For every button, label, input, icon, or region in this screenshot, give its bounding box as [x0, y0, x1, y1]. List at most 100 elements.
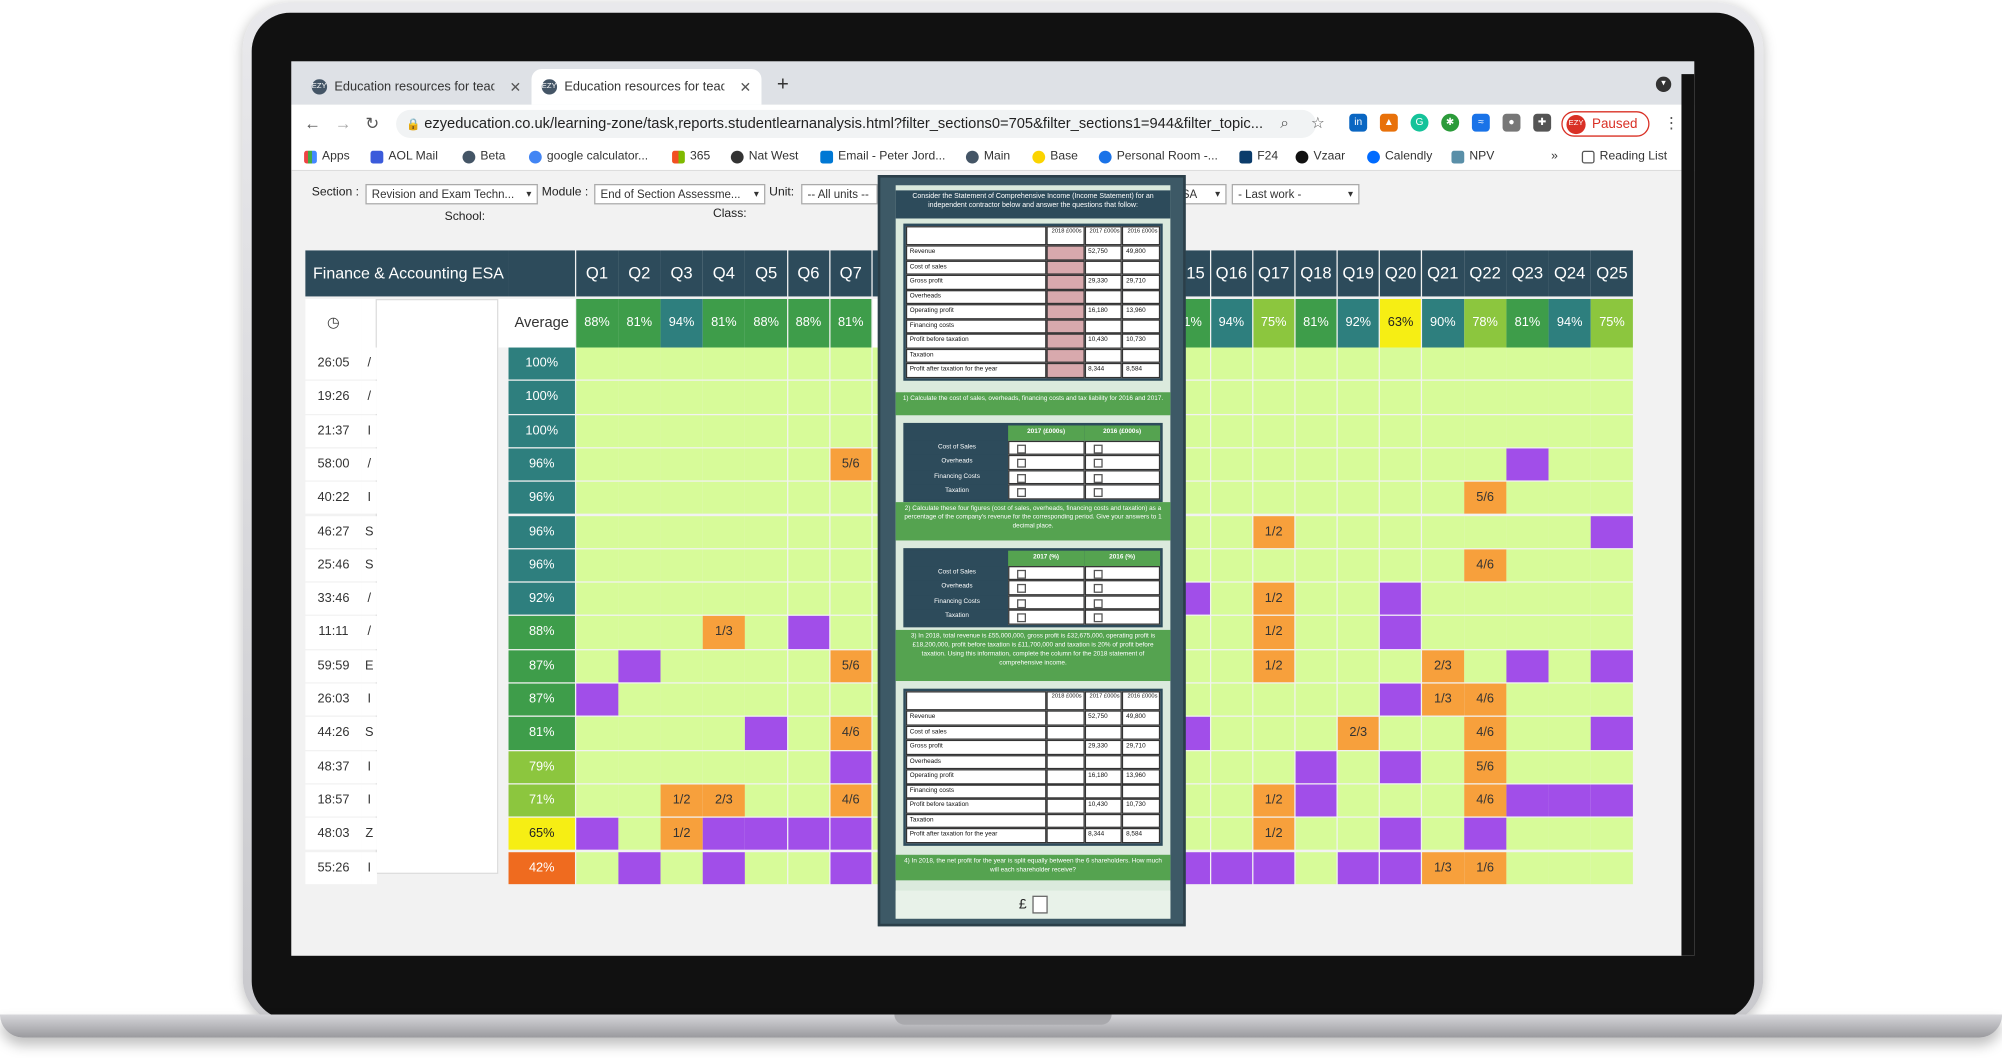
- answer-cell-partial[interactable]: 1/2: [1252, 582, 1295, 616]
- answer-cell-correct[interactable]: [1422, 582, 1464, 616]
- answer-cell-correct[interactable]: [576, 616, 618, 649]
- answer-cell-correct[interactable]: [576, 515, 618, 548]
- bookmark-natwest[interactable]: Nat West: [730, 149, 798, 164]
- answer-cell-correct[interactable]: [1210, 481, 1253, 515]
- answer-cell-correct[interactable]: [787, 414, 830, 448]
- bookmark-npv[interactable]: NPV: [1451, 149, 1494, 164]
- answer-cell-correct[interactable]: [660, 347, 703, 380]
- answer-cell-correct[interactable]: [1548, 549, 1591, 582]
- answer-cell-correct[interactable]: [1591, 347, 1633, 380]
- grammarly-icon[interactable]: G: [1410, 113, 1429, 132]
- answer-cell-correct[interactable]: [745, 616, 787, 649]
- answer-cell-partial[interactable]: 4/6: [829, 784, 872, 817]
- bookmark-aol[interactable]: AOL Mail: [370, 149, 438, 164]
- answer-cell-wrong[interactable]: [745, 717, 787, 750]
- answer-cell-correct[interactable]: [1548, 717, 1591, 750]
- answer-cell-wrong[interactable]: [576, 817, 618, 851]
- answer-cell-correct[interactable]: [1548, 448, 1591, 481]
- answer-cell-correct[interactable]: [576, 582, 618, 616]
- answer-cell-correct[interactable]: [1210, 717, 1253, 750]
- answer-input[interactable]: [1008, 440, 1085, 455]
- linkedin-icon[interactable]: in: [1349, 113, 1368, 132]
- answer-cell-correct[interactable]: [1464, 347, 1506, 380]
- answer-cell-correct[interactable]: [1210, 549, 1253, 582]
- answer-cell-wrong[interactable]: [703, 817, 745, 851]
- answer-cell-correct[interactable]: [1506, 481, 1549, 515]
- answer-cell-wrong[interactable]: [1591, 515, 1633, 548]
- reading-list[interactable]: Reading List: [1581, 149, 1667, 164]
- answer-cell-correct[interactable]: [1252, 414, 1295, 448]
- back-arrow-icon[interactable]: ←: [304, 113, 321, 133]
- answer-input[interactable]: [1084, 609, 1161, 625]
- answer-cell-wrong[interactable]: [1591, 649, 1633, 683]
- answer-cell-correct[interactable]: [1337, 817, 1380, 851]
- answer-cell-correct[interactable]: [1506, 515, 1549, 548]
- answer-cell-correct[interactable]: [618, 582, 661, 616]
- answer-cell-correct[interactable]: [1548, 515, 1591, 548]
- answer-cell-partial[interactable]: 5/6: [829, 448, 872, 481]
- answer-cell-2018[interactable]: [1046, 245, 1085, 261]
- answer-cell-partial[interactable]: 5/6: [829, 649, 872, 683]
- answer-cell-correct[interactable]: [829, 582, 872, 616]
- answer-cell-correct[interactable]: [1548, 649, 1591, 683]
- answer-cell-correct[interactable]: [1295, 347, 1337, 380]
- answer-cell-correct[interactable]: [576, 381, 618, 414]
- answer-cell-partial[interactable]: 5/6: [1464, 750, 1506, 784]
- answer-cell-correct[interactable]: [618, 481, 661, 515]
- answer-cell-correct[interactable]: [1548, 347, 1591, 380]
- question-header[interactable]: Q7: [829, 250, 872, 297]
- answer-cell-correct[interactable]: [618, 515, 661, 548]
- analytics-icon[interactable]: ▲: [1379, 113, 1398, 132]
- answer-cell-correct[interactable]: [703, 414, 745, 448]
- answer-input[interactable]: [1008, 565, 1085, 581]
- answer-cell-correct[interactable]: [1422, 347, 1464, 380]
- answer-cell-correct[interactable]: [745, 448, 787, 481]
- answer-cell-correct[interactable]: [1210, 817, 1253, 851]
- answer-cell-correct[interactable]: [1422, 481, 1464, 515]
- answer-cell-correct[interactable]: [745, 750, 787, 784]
- close-icon[interactable]: ✕: [739, 79, 752, 96]
- unit-select[interactable]: -- All units --: [801, 183, 878, 205]
- answer-cell-correct[interactable]: [787, 481, 830, 515]
- answer-cell-correct[interactable]: [1379, 649, 1422, 683]
- answer-cell-correct[interactable]: [1548, 683, 1591, 716]
- answer-cell-partial[interactable]: 2/3: [703, 784, 745, 817]
- bookmark-f24[interactable]: F24: [1239, 149, 1278, 164]
- puzzle-icon[interactable]: ✚: [1533, 113, 1552, 132]
- microphone-icon[interactable]: ●: [1502, 113, 1521, 132]
- answer-cell-correct[interactable]: [1464, 649, 1506, 683]
- answer-cell-wrong[interactable]: [829, 750, 872, 784]
- answer-input[interactable]: [1084, 580, 1161, 595]
- answer-cell-correct[interactable]: [1252, 750, 1295, 784]
- answer-cell-2018[interactable]: [1046, 289, 1085, 305]
- answer-cell-correct[interactable]: [829, 616, 872, 649]
- question-header[interactable]: Q20: [1379, 250, 1422, 297]
- answer-cell-correct[interactable]: [660, 750, 703, 784]
- answer-cell-correct[interactable]: [829, 515, 872, 548]
- answer-cell-correct[interactable]: [787, 381, 830, 414]
- answer-cell-correct[interactable]: [829, 549, 872, 582]
- answer-cell-partial[interactable]: 1/2: [1252, 784, 1295, 817]
- module-select[interactable]: End of Section Assessme... ▾: [594, 183, 766, 205]
- answer-cell-correct[interactable]: [787, 515, 830, 548]
- answer-cell-correct[interactable]: [1591, 683, 1633, 716]
- answer-cell-correct[interactable]: [1210, 381, 1253, 414]
- tab-search-icon[interactable]: ▾: [1655, 76, 1672, 92]
- forward-arrow-icon[interactable]: →: [334, 113, 352, 133]
- answer-cell-correct[interactable]: [576, 347, 618, 380]
- answer-cell-correct[interactable]: [618, 414, 661, 448]
- answer-cell-wrong[interactable]: [829, 817, 872, 851]
- answer-input[interactable]: [1008, 454, 1085, 470]
- answer-cell-correct[interactable]: [1337, 515, 1380, 548]
- answer-cell-correct[interactable]: [745, 347, 787, 380]
- answer-input[interactable]: [1008, 580, 1085, 595]
- answer-cell-correct[interactable]: [1295, 582, 1337, 616]
- question-header[interactable]: Q25: [1591, 250, 1633, 297]
- answer-cell-partial[interactable]: 4/6: [1464, 784, 1506, 817]
- answer-cell-2018[interactable]: [1046, 813, 1085, 828]
- answer-cell-correct[interactable]: [576, 649, 618, 683]
- answer-cell-correct[interactable]: [1295, 381, 1337, 414]
- answer-cell-correct[interactable]: [1591, 381, 1633, 414]
- question-header[interactable]: Q3: [660, 250, 703, 297]
- answer-cell-correct[interactable]: [829, 481, 872, 515]
